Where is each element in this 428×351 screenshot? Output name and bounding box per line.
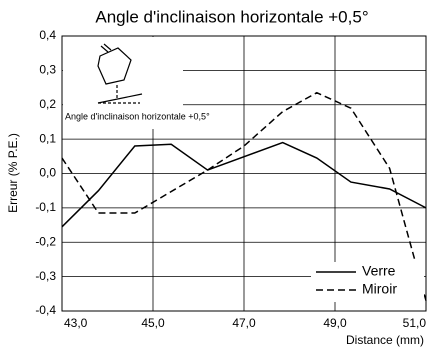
data-line [61,141,427,228]
y-tick-label: 0,1 [39,131,56,145]
legend-label: Verre [362,263,396,279]
x-tick-label: 45,0 [141,316,165,330]
plot-lines [61,91,427,301]
inset-diagram [97,43,143,104]
y-tick-label: -0,3 [35,269,56,283]
x-axis-label: Distance (mm) [346,333,424,347]
x-tick-label: 49,0 [323,316,347,330]
data-line [61,91,427,301]
y-tick-label: 0,4 [39,28,56,42]
y-tick-label: 0,0 [39,166,56,180]
y-tick-label: -0,1 [35,200,56,214]
plot-frame [61,35,427,312]
inset-annotation: Angle d'inclinaison horizontale +0,5° [65,111,210,121]
y-tick-label: 0,2 [39,97,56,111]
legend-label: Miroir [362,281,397,297]
y-tick-label: 0,3 [39,63,56,77]
y-tick-label: -0,4 [35,303,56,317]
y-tick-label: -0,2 [35,234,56,248]
x-tick-label: 47,0 [232,316,256,330]
x-tick-label: 43,0 [64,316,88,330]
chart-title: Angle d'inclinaison horizontale +0,5° [95,7,368,26]
y-axis-label: Erreur (% P.E.) [6,133,20,213]
legend [311,262,424,302]
x-tick-label: 51,0 [403,316,427,330]
